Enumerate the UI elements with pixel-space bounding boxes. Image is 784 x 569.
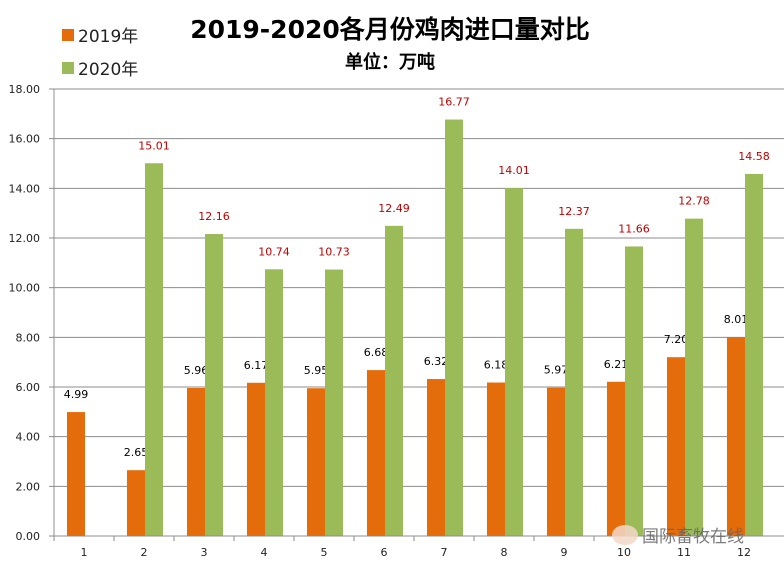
data-label: 10.73 xyxy=(318,246,350,259)
y-tick-label: 16.00 xyxy=(9,133,41,146)
bar-2019年 xyxy=(67,412,85,536)
x-tick-label: 7 xyxy=(441,546,448,559)
data-label: 2.65 xyxy=(124,446,149,459)
data-label: 12.16 xyxy=(198,210,230,223)
x-tick-label: 1 xyxy=(81,546,88,559)
y-tick-label: 4.00 xyxy=(16,431,41,444)
x-tick-label: 3 xyxy=(201,546,208,559)
bar-2020年 xyxy=(325,269,343,536)
watermark-text: 国际畜牧在线 xyxy=(642,527,744,547)
y-tick-label: 18.00 xyxy=(9,83,41,96)
bar-2020年 xyxy=(625,246,643,536)
data-label: 6.21 xyxy=(604,358,629,371)
bar-2019年 xyxy=(247,382,265,536)
bar-2020年 xyxy=(745,173,763,536)
x-tick-label: 10 xyxy=(617,546,631,559)
bar-2020年 xyxy=(445,119,463,537)
bar-2019年 xyxy=(127,470,145,536)
data-label: 5.95 xyxy=(304,364,329,377)
bar-2020年 xyxy=(205,234,223,536)
x-tick-label: 8 xyxy=(501,546,508,559)
data-label: 4.99 xyxy=(64,388,89,401)
bar-2019年 xyxy=(427,379,445,536)
data-label: 6.17 xyxy=(244,359,269,372)
y-tick-label: 6.00 xyxy=(16,381,41,394)
legend-label: 2019年 xyxy=(78,27,139,47)
legend-item-2019: 2019年 xyxy=(62,22,138,47)
bar-2019年 xyxy=(547,387,565,536)
data-label: 10.74 xyxy=(258,245,290,258)
legend-label: 2020年 xyxy=(78,60,139,80)
data-label: 5.96 xyxy=(184,364,209,377)
x-tick-label: 4 xyxy=(261,546,268,559)
bar-2019年 xyxy=(727,337,745,536)
data-label: 6.18 xyxy=(484,359,509,372)
bar-2019年 xyxy=(187,387,205,536)
bar-2019年 xyxy=(607,381,625,536)
y-tick-label: 12.00 xyxy=(9,232,41,245)
bar-2019年 xyxy=(307,388,325,536)
x-tick-label: 5 xyxy=(321,546,328,559)
x-tick-label: 6 xyxy=(381,546,388,559)
legend-item-2020: 2020年 xyxy=(62,55,138,80)
data-label: 8.01 xyxy=(724,313,749,326)
data-label: 14.01 xyxy=(498,164,530,177)
data-label: 12.49 xyxy=(378,202,410,215)
y-tick-label: 0.00 xyxy=(16,530,41,543)
bar-2020年 xyxy=(145,163,163,537)
data-label: 5.97 xyxy=(544,364,569,377)
wechat-icon xyxy=(612,524,638,545)
data-label: 12.37 xyxy=(558,205,590,218)
bar-2020年 xyxy=(385,225,403,536)
y-tick-label: 14.00 xyxy=(9,182,41,195)
x-tick-label: 2 xyxy=(141,546,148,559)
data-label: 11.66 xyxy=(618,222,650,235)
bar-2020年 xyxy=(505,188,523,536)
y-tick-label: 8.00 xyxy=(16,331,41,344)
bar-2020年 xyxy=(685,218,703,536)
data-label: 15.01 xyxy=(138,139,170,152)
chart-title: 2019-2020各月份鸡肉进口量对比 xyxy=(190,15,590,44)
bar-2019年 xyxy=(487,382,505,536)
bar-2019年 xyxy=(367,370,385,536)
data-label: 7.20 xyxy=(664,333,689,346)
bar-2020年 xyxy=(565,228,583,537)
data-label: 6.32 xyxy=(424,355,449,368)
legend-swatch xyxy=(62,28,74,41)
x-tick-label: 9 xyxy=(561,546,568,559)
x-tick-label: 12 xyxy=(737,546,751,559)
x-tick-label: 11 xyxy=(677,546,691,559)
legend-swatch xyxy=(62,61,74,74)
data-label: 6.68 xyxy=(364,346,389,359)
data-label: 16.77 xyxy=(438,96,470,109)
data-label: 14.58 xyxy=(738,150,770,163)
data-label: 12.78 xyxy=(678,195,710,208)
chart-subtitle: 单位：万吨 xyxy=(345,52,435,73)
bar-2020年 xyxy=(265,269,283,536)
bar-2019年 xyxy=(667,357,685,536)
y-tick-label: 2.00 xyxy=(16,480,41,493)
watermark: 国际畜牧在线 xyxy=(612,522,744,547)
y-tick-label: 10.00 xyxy=(9,282,41,295)
